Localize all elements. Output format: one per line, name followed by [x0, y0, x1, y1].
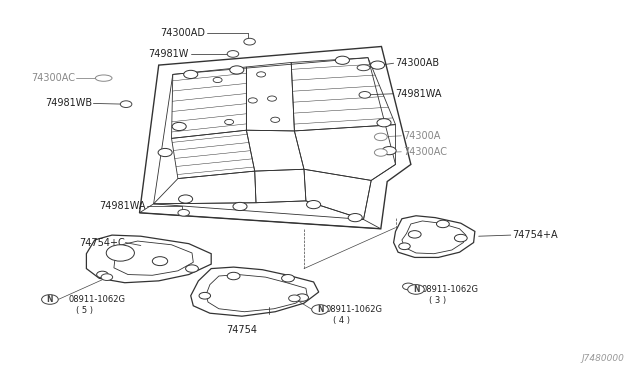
- Circle shape: [289, 295, 300, 302]
- Text: 74981WA: 74981WA: [99, 202, 146, 211]
- Circle shape: [244, 38, 255, 45]
- Text: 74300AB: 74300AB: [396, 58, 440, 68]
- Circle shape: [233, 202, 247, 211]
- Circle shape: [399, 243, 410, 250]
- Circle shape: [213, 77, 222, 83]
- Circle shape: [335, 56, 349, 64]
- Circle shape: [257, 72, 266, 77]
- Circle shape: [152, 257, 168, 266]
- Text: 74981WA: 74981WA: [396, 89, 442, 99]
- Circle shape: [312, 305, 328, 314]
- Text: J7480000: J7480000: [581, 354, 624, 363]
- Circle shape: [186, 265, 198, 272]
- Circle shape: [454, 234, 467, 242]
- Circle shape: [158, 148, 172, 157]
- Circle shape: [227, 51, 239, 57]
- Circle shape: [436, 220, 449, 228]
- Text: 74754+A: 74754+A: [512, 230, 557, 240]
- Text: N: N: [47, 295, 53, 304]
- Circle shape: [359, 92, 371, 98]
- Circle shape: [230, 66, 244, 74]
- Circle shape: [101, 274, 113, 280]
- Circle shape: [296, 294, 308, 301]
- Circle shape: [179, 195, 193, 203]
- Ellipse shape: [95, 75, 112, 81]
- Text: N: N: [317, 305, 323, 314]
- Text: 74300AC: 74300AC: [403, 147, 447, 157]
- Circle shape: [374, 149, 387, 156]
- Ellipse shape: [357, 65, 370, 71]
- Circle shape: [178, 209, 189, 216]
- Circle shape: [199, 292, 211, 299]
- Text: N: N: [413, 285, 419, 294]
- Text: 74981WB: 74981WB: [45, 99, 93, 108]
- Circle shape: [403, 283, 414, 290]
- Circle shape: [248, 98, 257, 103]
- Circle shape: [348, 214, 362, 222]
- Text: 08911-1062G: 08911-1062G: [421, 285, 478, 294]
- Text: ( 3 ): ( 3 ): [429, 296, 446, 305]
- Circle shape: [377, 119, 391, 127]
- Circle shape: [184, 70, 198, 78]
- Circle shape: [97, 271, 108, 278]
- Text: 74754: 74754: [227, 326, 257, 335]
- Text: 74981W: 74981W: [148, 49, 189, 59]
- Circle shape: [42, 295, 58, 304]
- Text: 74754+C: 74754+C: [79, 238, 125, 247]
- Text: ( 4 ): ( 4 ): [333, 316, 350, 325]
- Circle shape: [371, 61, 385, 69]
- Circle shape: [307, 201, 321, 209]
- Circle shape: [374, 133, 387, 141]
- Circle shape: [271, 117, 280, 122]
- Circle shape: [382, 147, 396, 155]
- Circle shape: [120, 101, 132, 108]
- Circle shape: [408, 231, 421, 238]
- Circle shape: [225, 119, 234, 125]
- Circle shape: [268, 96, 276, 101]
- Circle shape: [282, 275, 294, 282]
- Text: 74300AD: 74300AD: [160, 29, 205, 38]
- Text: 74300A: 74300A: [403, 131, 440, 141]
- Text: 08911-1062G: 08911-1062G: [68, 295, 125, 304]
- Circle shape: [227, 272, 240, 280]
- Circle shape: [408, 285, 424, 294]
- Circle shape: [106, 245, 134, 261]
- Text: 74300AC: 74300AC: [31, 73, 76, 83]
- Text: 08911-1062G: 08911-1062G: [325, 305, 382, 314]
- Text: ( 5 ): ( 5 ): [76, 306, 93, 315]
- Circle shape: [172, 122, 186, 131]
